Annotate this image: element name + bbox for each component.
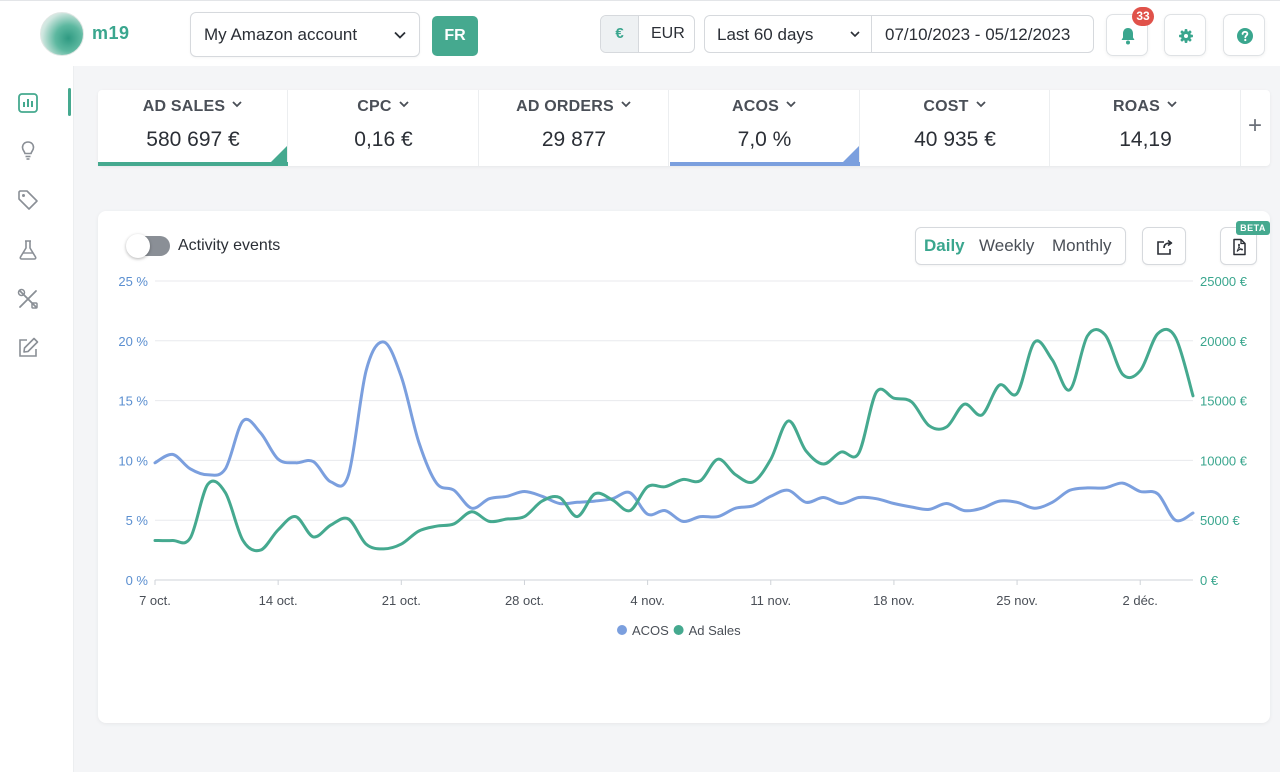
edit-icon[interactable] (15, 335, 41, 361)
settings-button[interactable] (1164, 14, 1206, 56)
gear-icon (1179, 29, 1193, 43)
account-select[interactable]: My Amazon account (190, 12, 420, 57)
period-select[interactable]: Last 60 days (704, 15, 872, 53)
granularity-selector: Daily Weekly Monthly (915, 227, 1126, 265)
brand-name: m19 (92, 23, 130, 43)
kpi-label: ROAS (1051, 98, 1241, 116)
kpi-selected-underline (98, 162, 288, 166)
help-icon (1237, 28, 1253, 44)
kpi-label: AD SALES (98, 98, 288, 116)
period-select-value: Last 60 days (717, 25, 814, 44)
kpi-value: 29 877 (541, 128, 607, 151)
flask-icon[interactable] (15, 237, 41, 263)
currency-symbol: € (601, 16, 639, 52)
granularity-weekly[interactable]: Weekly (979, 236, 1035, 255)
granularity-daily[interactable]: Daily (924, 236, 965, 255)
granularity-monthly[interactable]: Monthly (1052, 236, 1112, 255)
currency-selector[interactable]: € EUR (600, 15, 695, 53)
bell-icon (1121, 28, 1135, 45)
sidebar-active-indicator (68, 88, 71, 116)
kpi-label-text: ACOS (731, 98, 780, 115)
kpi-strip: ROAS 14,19 COST 40 935 € ACOS 7,0 % AD ORDERS 2… (98, 90, 1270, 166)
kpi-ad-sales[interactable]: AD SALES 580 697 € (98, 90, 288, 166)
export-button[interactable] (1142, 227, 1186, 265)
kpi-label: CPC (289, 98, 479, 116)
beta-badge: BETA (1236, 221, 1270, 235)
help-button[interactable] (1223, 14, 1265, 56)
marketplace-button[interactable]: FR (432, 16, 478, 56)
kpi-cost[interactable]: COST 40 935 € (860, 90, 1050, 166)
chevron-down-icon (850, 31, 860, 38)
kpi-value: 7,0 % (737, 128, 792, 151)
toggle-knob (126, 234, 150, 258)
kpi-label-text: ROAS (1112, 98, 1161, 115)
chevron-down-icon[interactable] (785, 98, 797, 110)
tag-icon[interactable] (15, 187, 41, 213)
kpi-acos[interactable]: ACOS 7,0 % (669, 90, 860, 166)
top-bar: m19 My Amazon account FR € EUR Last 60 d… (0, 0, 1280, 66)
account-select-value: My Amazon account (204, 25, 358, 44)
kpi-roas[interactable]: ROAS 14,19 (1051, 90, 1241, 166)
pdf-file-icon (1233, 238, 1246, 256)
chart-card (98, 211, 1270, 723)
kpi-ad-orders[interactable]: AD ORDERS 29 877 (479, 90, 669, 166)
chevron-down-icon[interactable] (1166, 98, 1178, 110)
kpi-label-text: COST (923, 98, 969, 115)
kpi-label: AD ORDERS (479, 98, 669, 116)
kpi-selected-underline (669, 162, 860, 166)
kpi-cpc[interactable]: CPC 0,16 € (289, 90, 479, 166)
bar-chart-icon[interactable] (15, 90, 41, 116)
tools-icon[interactable] (15, 286, 41, 312)
notification-count-badge: 33 (1132, 7, 1154, 26)
kpi-value: 14,19 (1119, 128, 1172, 151)
activity-events-label: Activity events (178, 237, 281, 254)
export-icon (1157, 239, 1173, 255)
currency-code: EUR (651, 25, 685, 42)
kpi-label-text: AD ORDERS (516, 98, 614, 115)
activity-events-toggle[interactable] (126, 234, 170, 258)
chevron-down-icon[interactable] (231, 98, 243, 110)
chevron-down-icon[interactable] (620, 98, 632, 110)
chevron-down-icon[interactable] (398, 98, 410, 110)
add-kpi-button[interactable]: + (1247, 112, 1262, 139)
chevron-down-icon[interactable] (975, 98, 987, 110)
kpi-selected-corner (838, 146, 859, 166)
lightbulb-icon[interactable] (15, 138, 41, 164)
kpi-label: ACOS (670, 98, 860, 116)
logo[interactable] (40, 12, 84, 56)
kpi-label-text: CPC (357, 98, 392, 115)
kpi-selected-corner (267, 146, 287, 166)
date-range-picker[interactable]: 07/10/2023 - 05/12/2023 (871, 15, 1094, 53)
kpi-value: 0,16 € (354, 128, 413, 151)
kpi-label-text: AD SALES (142, 98, 226, 115)
chevron-down-icon (394, 31, 406, 39)
kpi-value: 580 697 € (146, 128, 240, 151)
kpi-value: 40 935 € (914, 128, 996, 151)
kpi-label: COST (860, 98, 1050, 116)
sidebar (0, 66, 74, 772)
